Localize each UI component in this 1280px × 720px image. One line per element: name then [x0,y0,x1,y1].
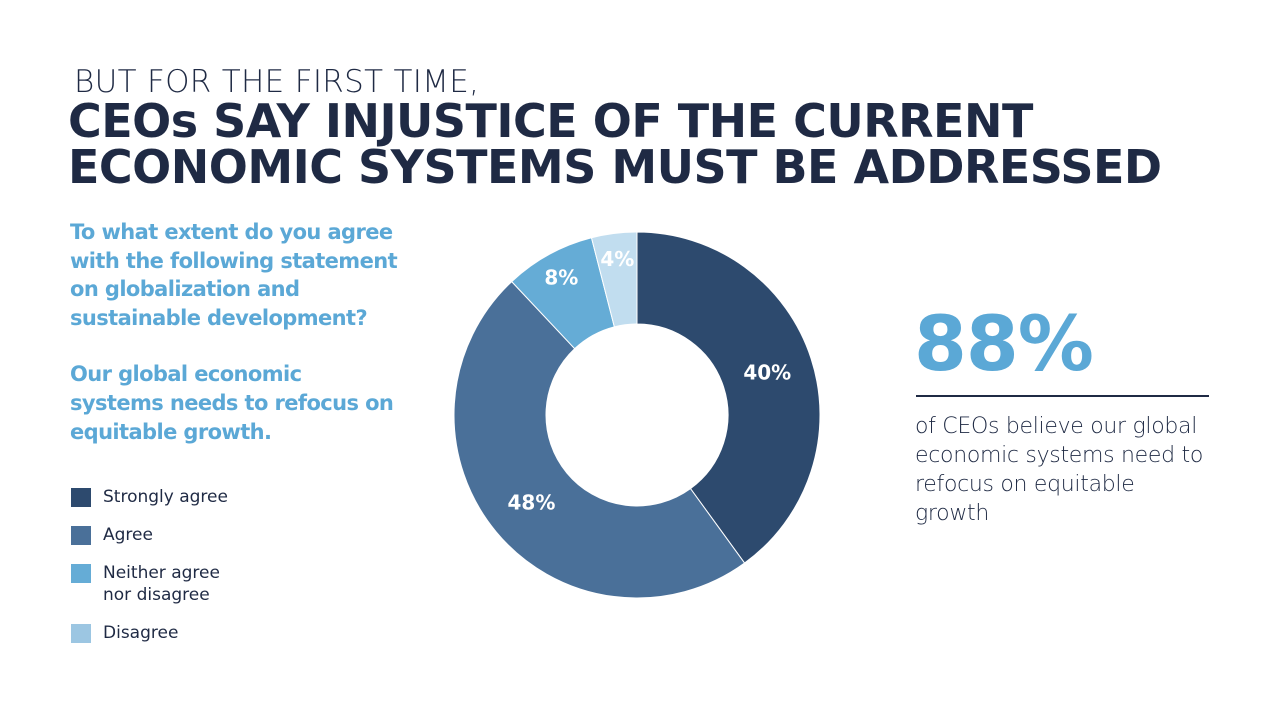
legend-swatch [71,526,91,545]
legend-item-agree: Agree [70,524,370,546]
legend-swatch [71,624,91,643]
slice-agree-label: 48% [508,490,556,514]
stat-divider [916,395,1209,397]
slice-disagree-label: 4% [600,247,634,271]
eyebrow-text: BUT FOR THE FIRST TIME, [74,64,480,100]
legend-swatch [71,488,91,507]
survey-statement: Our global economic systems needs to ref… [70,362,394,444]
legend-swatch [71,564,91,583]
legend-label: Agree [103,525,153,545]
legend-label: Neither agree nor disagree [103,563,220,605]
legend-item-neither: Neither agree nor disagree [70,562,370,606]
donut-chart: 40% 48% 8% 4% [440,218,840,618]
chart-legend: Strongly agree Agree Neither agree nor d… [70,486,370,644]
headline-line-1: CEOs SAY INJUSTICE OF THE CURRENT [68,94,1033,148]
page-title: CEOs SAY INJUSTICE OF THE CURRENT ECONOM… [68,98,1248,190]
slice-agree [453,280,746,599]
slice-disagree [590,231,638,328]
legend-item-disagree: Disagree [70,622,370,644]
legend-label: Disagree [103,623,179,643]
legend-item-strongly-agree: Strongly agree [70,486,370,508]
slice-neither-label: 8% [544,265,578,289]
stat-value: 88% [914,299,1094,388]
stat-description: of CEOs believe our global economic syst… [915,414,1203,526]
slice-strongly-agree-label: 40% [743,361,791,385]
survey-question: To what extent do you agree with the fol… [70,220,398,330]
headline-line-2: ECONOMIC SYSTEMS MUST BE ADDRESSED [68,140,1162,194]
donut-chart-svg: 40% 48% 8% 4% [453,231,821,599]
legend-label: Strongly agree [103,487,228,507]
slice-strongly-agree [636,231,821,564]
